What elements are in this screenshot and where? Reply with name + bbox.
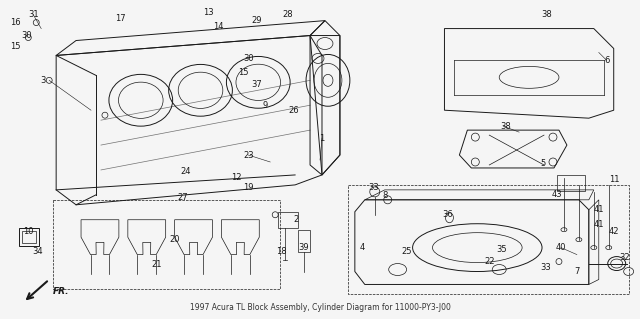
- Text: 30: 30: [243, 54, 253, 63]
- Text: 14: 14: [213, 22, 224, 31]
- Bar: [22, 231, 36, 243]
- Bar: [19, 228, 39, 246]
- Text: 4: 4: [359, 243, 364, 252]
- Text: 33: 33: [541, 263, 552, 272]
- Text: 12: 12: [231, 174, 242, 182]
- Text: 33: 33: [369, 183, 379, 192]
- Text: 38: 38: [541, 10, 552, 19]
- Text: 11: 11: [609, 175, 620, 184]
- Text: 15: 15: [10, 42, 20, 51]
- Text: 35: 35: [496, 245, 506, 254]
- Text: 41: 41: [593, 205, 604, 214]
- Text: 16: 16: [10, 18, 20, 27]
- Text: 39: 39: [299, 243, 309, 252]
- Text: 29: 29: [251, 16, 262, 25]
- Text: 3: 3: [40, 76, 46, 85]
- Text: 1997 Acura TL Block Assembly, Cylinder Diagram for 11000-PY3-J00: 1997 Acura TL Block Assembly, Cylinder D…: [189, 303, 451, 312]
- Text: 34: 34: [32, 247, 42, 256]
- Text: 23: 23: [243, 151, 253, 160]
- Text: 32: 32: [620, 253, 630, 262]
- Text: 28: 28: [283, 10, 294, 19]
- Text: 41: 41: [593, 220, 604, 229]
- Text: 30: 30: [21, 31, 31, 40]
- Text: 18: 18: [276, 247, 287, 256]
- Text: 31: 31: [28, 10, 38, 19]
- Text: 40: 40: [556, 243, 566, 252]
- Text: 24: 24: [180, 167, 191, 176]
- Text: 8: 8: [382, 191, 387, 200]
- Text: 2: 2: [294, 215, 299, 224]
- Text: 19: 19: [243, 183, 253, 192]
- Text: 10: 10: [23, 227, 33, 236]
- Text: 37: 37: [251, 80, 262, 89]
- Bar: [278, 212, 298, 228]
- Text: 17: 17: [116, 14, 126, 23]
- Text: 25: 25: [401, 247, 412, 256]
- Text: 43: 43: [552, 190, 563, 199]
- Text: 26: 26: [289, 106, 300, 115]
- Text: 27: 27: [177, 193, 188, 202]
- Bar: [298, 230, 310, 252]
- Text: 6: 6: [604, 56, 609, 65]
- Text: 38: 38: [500, 122, 511, 131]
- Text: 13: 13: [203, 8, 214, 17]
- Text: 21: 21: [152, 260, 162, 269]
- Text: 9: 9: [262, 101, 268, 110]
- Text: 5: 5: [540, 160, 546, 168]
- Text: 42: 42: [609, 227, 619, 236]
- Text: 7: 7: [574, 267, 580, 276]
- Text: 1: 1: [319, 134, 324, 143]
- Text: 22: 22: [484, 257, 495, 266]
- Text: FR.: FR.: [53, 287, 70, 296]
- Bar: [557, 175, 585, 191]
- Text: 20: 20: [170, 235, 180, 244]
- Text: 15: 15: [238, 68, 248, 77]
- Text: 36: 36: [442, 210, 453, 219]
